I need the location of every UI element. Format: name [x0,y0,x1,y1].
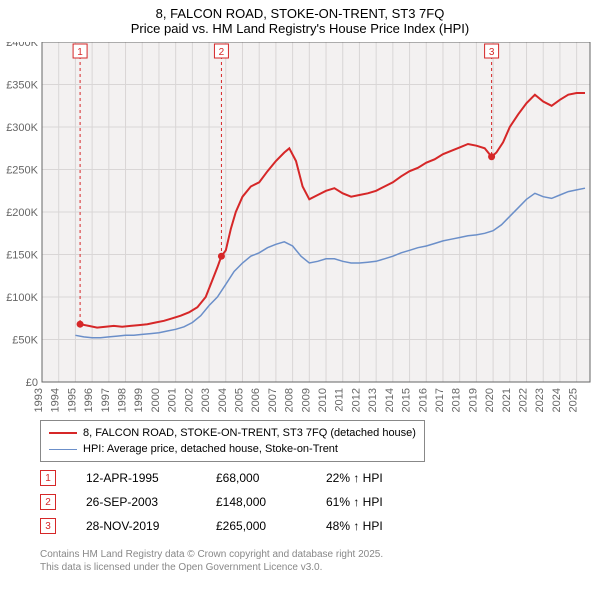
x-tick-label: 2024 [551,388,563,412]
y-tick-label: £400K [6,42,38,49]
sale-marker-dot [77,321,84,328]
x-tick-label: 2007 [267,388,279,412]
y-tick-label: £200K [6,207,38,219]
x-tick-label: 2020 [484,388,496,412]
sales-date: 26-SEP-2003 [86,495,216,509]
sale-marker-dot [218,253,225,260]
y-tick-label: £0 [26,377,38,389]
sales-table: 1 12-APR-1995£68,00022% ↑ HPI 2 26-SEP-2003… [40,466,436,538]
x-tick-label: 2006 [250,388,262,412]
x-tick-label: 2008 [284,388,296,412]
x-tick-label: 2011 [334,388,346,412]
sales-marker-box: 1 [40,470,56,486]
attribution: Contains HM Land Registry data © Crown c… [40,548,383,574]
sales-pct: 61% ↑ HPI [326,495,436,509]
x-tick-label: 1999 [133,388,145,412]
title-block: 8, FALCON ROAD, STOKE-ON-TRENT, ST3 7FQ … [0,0,600,36]
x-tick-label: 2009 [300,388,312,412]
y-tick-label: £250K [6,165,38,177]
chart-area: £0 £50K £100K £150K £200K £250K £300K £350K £400… [0,42,600,412]
sales-row: 1 12-APR-1995£68,00022% ↑ HPI [40,466,436,490]
chart-container: 8, FALCON ROAD, STOKE-ON-TRENT, ST3 7FQ … [0,0,600,590]
sale-marker-number: 2 [219,47,225,58]
x-tick-label: 1995 [66,388,78,412]
legend-swatch [49,432,77,434]
sales-marker-box: 3 [40,518,56,534]
x-tick-label: 2019 [467,388,479,412]
x-tick-label: 2021 [501,388,513,412]
legend-item: HPI: Average price, detached house, Stok… [49,441,416,457]
x-tick-label: 2013 [367,388,379,412]
x-tick-label: 1994 [50,388,62,412]
sales-price: £68,000 [216,471,326,485]
y-tick-label: £50K [12,335,38,347]
x-tick-label: 2023 [534,388,546,412]
y-tick-label: £100K [6,292,38,304]
x-tick-label: 2017 [434,388,446,412]
x-tick-label: 2016 [417,388,429,412]
y-tick-label: £150K [6,250,38,262]
sales-date: 12-APR-1995 [86,471,216,485]
x-tick-label: 2010 [317,388,329,412]
sales-price: £265,000 [216,519,326,533]
x-tick-label: 2003 [200,388,212,412]
title-address: 8, FALCON ROAD, STOKE-ON-TRENT, ST3 7FQ [0,6,600,21]
x-tick-label: 2012 [350,388,362,412]
legend-swatch [49,449,77,450]
sales-price: £148,000 [216,495,326,509]
legend-item: 8, FALCON ROAD, STOKE-ON-TRENT, ST3 7FQ … [49,425,416,441]
x-tick-label: 2022 [518,388,530,412]
x-tick-label: 1997 [100,388,112,412]
attribution-line1: Contains HM Land Registry data © Crown c… [40,548,383,561]
x-tick-label: 2018 [451,388,463,412]
legend-label: 8, FALCON ROAD, STOKE-ON-TRENT, ST3 7FQ … [83,427,416,439]
x-tick-label: 2002 [183,388,195,412]
sales-row: 3 28-NOV-2019£265,00048% ↑ HPI [40,514,436,538]
x-tick-label: 1993 [33,388,45,412]
sales-date: 28-NOV-2019 [86,519,216,533]
x-tick-label: 1998 [117,388,129,412]
attribution-line2: This data is licensed under the Open Gov… [40,561,383,574]
y-tick-label: £350K [6,80,38,92]
x-tick-label: 2004 [217,388,229,412]
y-tick-label: £300K [6,122,38,134]
sales-pct: 48% ↑ HPI [326,519,436,533]
title-subtitle: Price paid vs. HM Land Registry's House … [0,21,600,36]
x-tick-label: 1996 [83,388,95,412]
sale-marker-dot [488,153,495,160]
legend-label: HPI: Average price, detached house, Stok… [83,443,338,455]
x-tick-label: 2015 [401,388,413,412]
x-tick-label: 2000 [150,388,162,412]
x-tick-label: 2025 [568,388,580,412]
sales-pct: 22% ↑ HPI [326,471,436,485]
sale-marker-number: 1 [77,47,83,58]
sale-marker-number: 3 [489,47,495,58]
sales-row: 2 26-SEP-2003£148,00061% ↑ HPI [40,490,436,514]
chart-svg: £0 £50K £100K £150K £200K £250K £300K £350K £400… [0,42,600,412]
legend: 8, FALCON ROAD, STOKE-ON-TRENT, ST3 7FQ … [40,420,425,462]
x-tick-label: 2001 [167,388,179,412]
x-tick-label: 2005 [233,388,245,412]
x-tick-label: 2014 [384,388,396,412]
sales-marker-box: 2 [40,494,56,510]
